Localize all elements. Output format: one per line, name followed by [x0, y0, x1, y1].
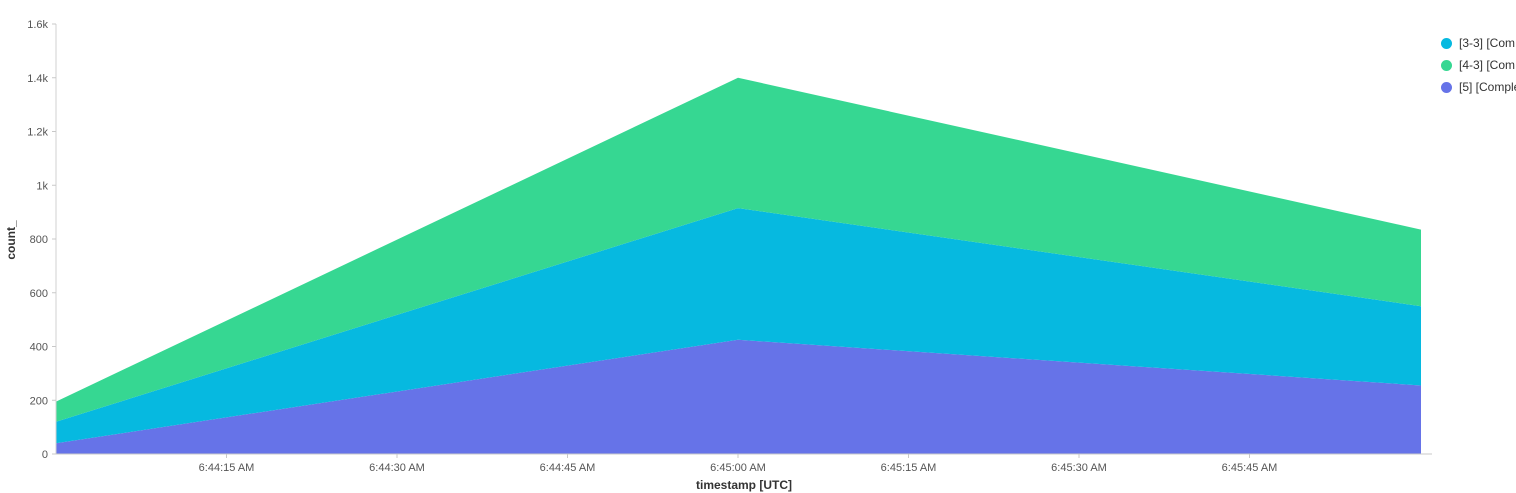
x-axis-title: timestamp [UTC]: [696, 478, 792, 492]
chart-legend: [3-3] [Com [4-3] [Com [5] [Comple: [1441, 32, 1516, 98]
y-tick-label: 1.4k: [27, 73, 48, 85]
y-tick-label: 0: [42, 449, 48, 461]
y-tick-label: 1.2k: [27, 127, 48, 139]
legend-label: [5] [Comple: [1459, 80, 1516, 94]
x-axis-ticks: 6:44:15 AM 6:44:30 AM 6:44:45 AM 6:45:00 AM…: [199, 454, 1278, 474]
legend-dot-icon: [1441, 81, 1452, 93]
legend-dot-icon: [1441, 59, 1452, 71]
x-tick-label: 6:45:45 AM: [1222, 462, 1278, 474]
y-tick-label: 800: [30, 234, 48, 246]
x-tick-label: 6:44:45 AM: [540, 462, 596, 474]
area-series-2: [56, 208, 1421, 444]
x-tick-label: 6:45:00 AM: [710, 462, 766, 474]
y-axis-title: count_: [4, 220, 18, 260]
area-series-1: [56, 339, 1421, 454]
areas-layer: [56, 77, 1421, 454]
legend-item[interactable]: [5] [Comple: [1441, 76, 1516, 98]
y-tick-label: 1.6k: [27, 19, 48, 31]
y-tick-label: 400: [30, 342, 48, 354]
y-axis-ticks: 0 200 400 600 800 1k 1.2k 1.4k 1.6k: [27, 19, 56, 461]
y-tick-label: 600: [30, 288, 48, 300]
area-series-3: [56, 77, 1421, 422]
y-tick-label: 1k: [36, 180, 48, 192]
y-tick-label: 200: [30, 395, 48, 407]
legend-item[interactable]: [4-3] [Com: [1441, 54, 1516, 76]
legend-item[interactable]: [3-3] [Com: [1441, 32, 1516, 54]
x-tick-label: 6:45:30 AM: [1051, 462, 1107, 474]
legend-dot-icon: [1441, 37, 1452, 49]
legend-label: [4-3] [Com: [1459, 58, 1516, 72]
x-tick-label: 6:44:30 AM: [369, 462, 425, 474]
x-tick-label: 6:45:15 AM: [881, 462, 937, 474]
legend-label: [3-3] [Com: [1459, 36, 1516, 50]
x-tick-label: 6:44:15 AM: [199, 462, 255, 474]
